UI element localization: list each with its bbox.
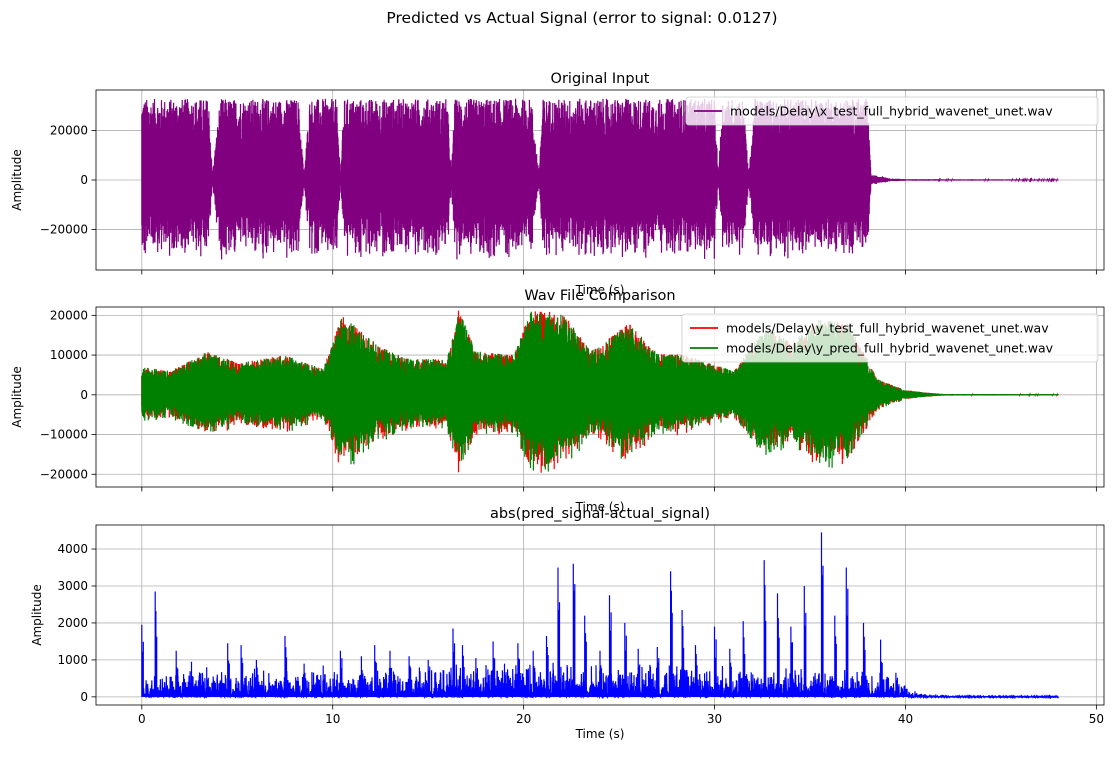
subplot-wav-file-comparison: −20000 −10000 0 10000 20000 Wav File Comparis…: [10, 288, 1105, 514]
legend-entry: models/Delay\y_pred_full_hybrid_wavenet_…: [726, 341, 1054, 356]
legend-box: [685, 96, 1099, 126]
y-tick-label: −10000: [40, 428, 88, 442]
x-tick-label: 20: [516, 712, 531, 726]
y-tick-label: 0: [80, 173, 88, 187]
series-line-2-0: [141, 532, 1059, 700]
y-tick-label: 0: [80, 388, 88, 402]
legend-entry: models/Delay\y_test_full_hybrid_wavenet_…: [726, 321, 1049, 336]
plot-area: [141, 532, 1059, 700]
y-tick-label: 20000: [50, 123, 88, 137]
subplot-abs-error: 0 10 20 30 40 50 0 1000 2000 3000 4000 abs(pred_sig…: [30, 506, 1105, 741]
y-axis-label: Amplitude: [30, 584, 44, 646]
legend-entry: models/Delay\x_test_full_hybrid_wavenet_…: [730, 104, 1053, 119]
y-axis-label: Amplitude: [10, 366, 24, 428]
subplot-title: Original Input: [551, 71, 650, 87]
plot-area: [141, 310, 1059, 473]
x-tick-label: 50: [1089, 712, 1104, 726]
figure-suptitle: Predicted vs Actual Signal (error to sig…: [386, 9, 777, 27]
subplot-title: Wav File Comparison: [524, 288, 675, 304]
plot-area: [141, 98, 1059, 260]
y-tick-label: 1000: [57, 653, 88, 667]
subplot-title: abs(pred_signal-actual_signal): [490, 506, 710, 522]
subplot-original-input: −20000 0 20000 Original Input Time (s) Amplit…: [10, 71, 1105, 297]
y-tick-label: 2000: [57, 616, 88, 630]
y-axis-label: Amplitude: [10, 149, 24, 211]
x-axis-label: Time (s): [575, 283, 625, 297]
series-line-1-1: [141, 311, 1059, 472]
y-tick-label: 3000: [57, 579, 88, 593]
axes-frame: [95, 524, 1105, 706]
y-tick-label: −20000: [40, 467, 88, 481]
x-tick-label: 30: [707, 712, 722, 726]
legend-box: [681, 313, 1099, 363]
y-tick-label: 4000: [57, 542, 88, 556]
y-tick-label: 0: [80, 690, 88, 704]
x-axis-label: Time (s): [575, 727, 625, 741]
y-tick-label: 10000: [50, 348, 88, 362]
series-line-0-0: [141, 98, 1059, 260]
x-axis-label: Time (s): [575, 500, 625, 514]
y-tick-label: −20000: [40, 223, 88, 237]
x-tick-label: 40: [898, 712, 913, 726]
x-tick-label: 0: [138, 712, 146, 726]
y-tick-label: 20000: [50, 308, 88, 322]
axes-frame: [95, 306, 1105, 488]
x-tick-label: 10: [325, 712, 340, 726]
